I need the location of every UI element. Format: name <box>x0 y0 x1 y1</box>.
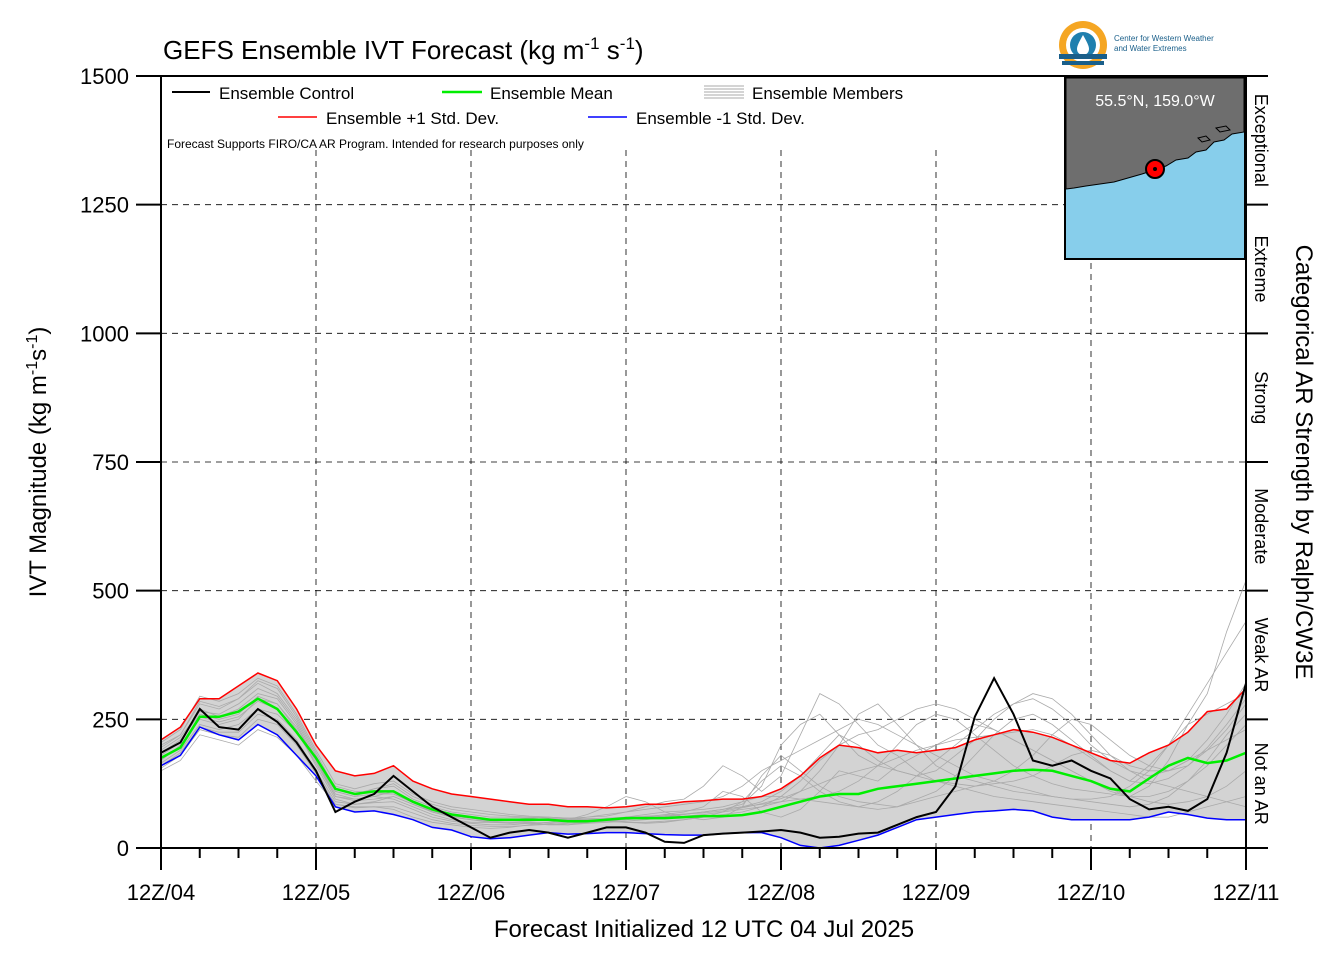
y-tick-label: 1500 <box>80 64 129 89</box>
x-tick-label: 12Z/04 <box>127 880 196 905</box>
map-island <box>1197 135 1211 143</box>
x-tick-label: 12Z/10 <box>1057 880 1126 905</box>
category-label: Moderate <box>1251 488 1271 564</box>
x-axis: 12Z/04 12Z/05 12Z/06 12Z/07 12Z/08 12Z/09 12Z/… <box>127 848 1280 905</box>
title-main: GEFS Ensemble IVT Forecast (kg m <box>163 35 584 65</box>
legend-members-swatch <box>704 85 744 99</box>
title-end: ) <box>635 35 644 65</box>
ylabel-sup1: -1 <box>24 361 41 375</box>
logo-wave-icon <box>1059 54 1107 59</box>
y-tick-label: 1250 <box>80 193 129 218</box>
y-tick-label: 500 <box>92 579 129 604</box>
logo-drop-icon <box>1077 35 1089 55</box>
ensemble-control-line <box>161 676 1246 844</box>
x-tick-label: 12Z/11 <box>1213 880 1280 905</box>
title-mid: s <box>600 35 620 65</box>
legend: Ensemble Control Ensemble Mean Ensemble … <box>167 84 903 151</box>
map-frame <box>1064 76 1246 260</box>
x-tick-label: 12Z/08 <box>747 880 816 905</box>
logo-text-2: and Water Extremes <box>1114 44 1187 53</box>
map-island <box>1214 125 1232 133</box>
location-marker-center-icon <box>1153 167 1157 171</box>
x-tick-label: 12Z/07 <box>592 880 661 905</box>
research-note: Forecast Supports FIRO/CA AR Program. In… <box>167 137 584 151</box>
title-sup1: -1 <box>584 34 599 53</box>
y-tick-label: 250 <box>92 707 129 732</box>
legend-members-label: Ensemble Members <box>752 84 903 103</box>
legend-mean-label: Ensemble Mean <box>490 84 613 103</box>
y-tick-label: 1000 <box>80 321 129 346</box>
cw3e-logo: Center for Western Weather and Water Ext… <box>1059 21 1214 69</box>
category-label: Exceptional <box>1251 94 1271 187</box>
ylabel-end: ) <box>25 327 52 335</box>
x-axis-title: Forecast Initialized 12 UTC 04 Jul 2025 <box>494 916 914 943</box>
x-tick-label: 12Z/06 <box>437 880 506 905</box>
category-label: Weak AR <box>1251 618 1271 693</box>
logo-text-1: Center for Western Weather <box>1114 34 1214 43</box>
legend-minus-label: Ensemble -1 Std. Dev. <box>636 109 805 128</box>
ensemble-member-line <box>161 698 1246 826</box>
map-land-alaska <box>1066 78 1244 190</box>
y-axis-title: IVT Magnitude (kg m-1s-1) <box>24 327 52 598</box>
ylabel-main: IVT Magnitude (kg m <box>25 375 52 597</box>
y-tick-label: 750 <box>92 450 129 475</box>
category-label: Strong <box>1251 371 1271 424</box>
map-location-label: 55.5°N, 159.0°W <box>1095 93 1215 110</box>
category-label: Not an AR <box>1251 743 1271 825</box>
grid-lines <box>161 76 1246 848</box>
right-category-axis: Not an AR Weak AR Moderate Strong Extreme Exc… <box>1246 75 1271 849</box>
legend-control-label: Ensemble Control <box>219 84 354 103</box>
ylabel-sup2: -1 <box>24 335 41 349</box>
title-sup2: -1 <box>620 34 635 53</box>
logo-wave2-icon <box>1062 61 1104 65</box>
location-map: 55.5°N, 159.0°W <box>1064 76 1246 260</box>
std-dev-band <box>161 673 1246 848</box>
ensemble-member-line <box>161 695 1246 822</box>
ylabel-mid: s <box>25 349 52 361</box>
ensemble-member-line <box>161 713 1246 827</box>
x-tick-label: 12Z/05 <box>282 880 351 905</box>
ensemble-mean-line <box>161 697 1246 823</box>
right-axis-title: Categorical AR Strength by Ralph/CW3E <box>1290 245 1317 680</box>
ensemble-member-line <box>161 693 1246 821</box>
y-tick-label: 0 <box>117 836 129 861</box>
legend-plus-label: Ensemble +1 Std. Dev. <box>326 109 499 128</box>
chart-title: GEFS Ensemble IVT Forecast (kg m-1 s-1) <box>163 34 644 65</box>
plus-std-line <box>161 672 1246 809</box>
x-tick-label: 12Z/09 <box>902 880 971 905</box>
y-axis: 0 250 500 750 1000 1250 1500 <box>80 64 161 861</box>
category-label: Extreme <box>1251 235 1271 302</box>
